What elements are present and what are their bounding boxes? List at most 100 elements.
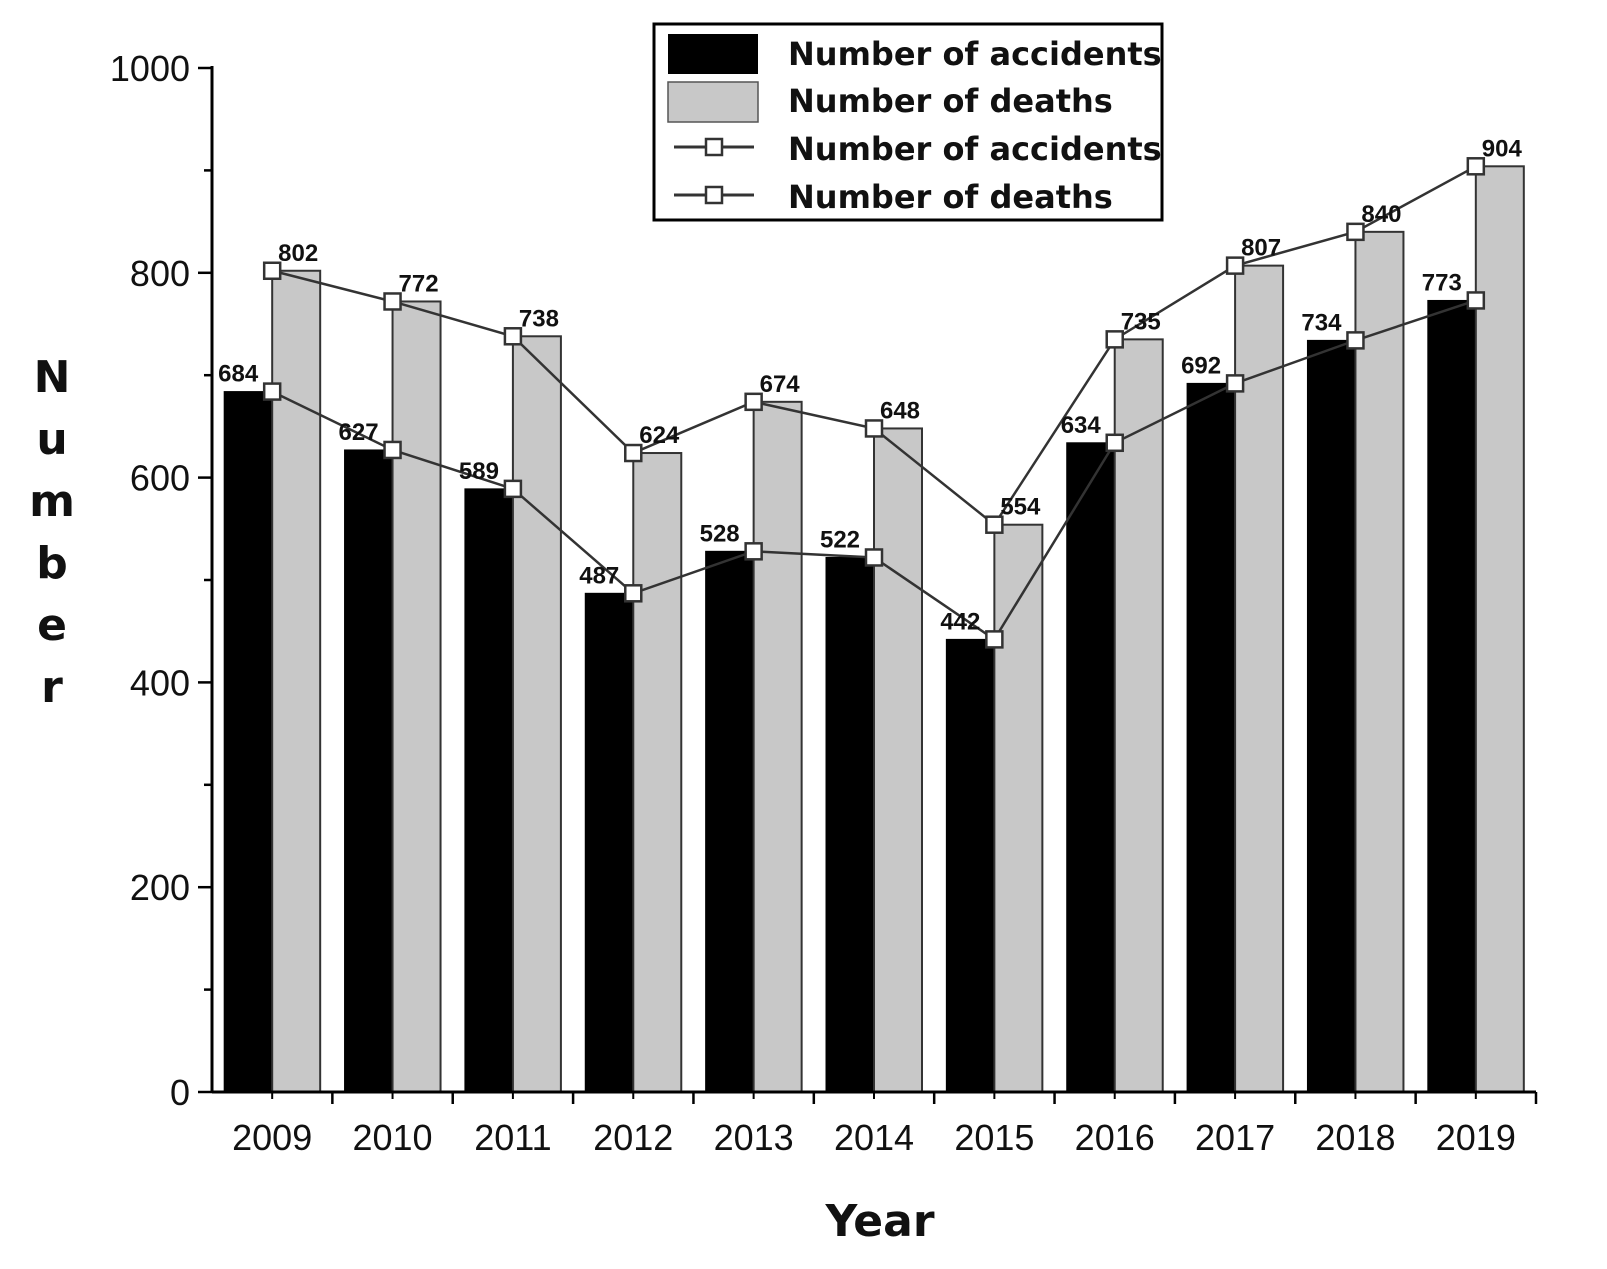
y-tick-label-400: 400 — [130, 662, 190, 703]
bar-deaths-2013 — [752, 400, 803, 1094]
data-label-deaths-2018: 840 — [1361, 201, 1401, 228]
marker-accidents-2018 — [1346, 331, 1365, 350]
marker-accidents-2011 — [503, 479, 523, 499]
data-label-deaths-2011: 738 — [519, 305, 559, 332]
data-label-deaths-2015: 554 — [1000, 494, 1041, 521]
marker-deaths-2017 — [1225, 256, 1245, 275]
bar-accidents-2015 — [945, 638, 995, 1093]
marker-accidents-2015 — [985, 630, 1004, 649]
legend: Number of accidents Number of deaths Num… — [652, 22, 1164, 222]
x-tick-label-2012: 2012 — [593, 1117, 673, 1158]
bar-accidents-2016 — [1066, 442, 1116, 1093]
data-label-accidents-2015: 442 — [940, 608, 980, 635]
data-label-accidents-2019: 773 — [1422, 269, 1462, 296]
y-tick-label-200: 200 — [130, 867, 190, 908]
bar-deaths-2015 — [993, 523, 1044, 1093]
y-axis-title-letter: N — [34, 352, 71, 403]
bar-accidents-2019 — [1427, 299, 1477, 1093]
data-label-accidents-2012: 487 — [579, 562, 619, 589]
marker-accidents-2010 — [383, 440, 402, 460]
x-tick-label-2018: 2018 — [1315, 1117, 1395, 1158]
x-tick-label-2009: 2009 — [232, 1117, 312, 1158]
marker-deaths-2016 — [1105, 330, 1124, 349]
data-label-deaths-2013: 674 — [760, 371, 801, 398]
bar-accidents-2014 — [825, 556, 875, 1093]
bar-accidents-2011 — [464, 488, 514, 1093]
y-axis-title-letter: e — [37, 600, 67, 651]
marker-deaths-2011 — [503, 327, 523, 346]
legend-line-marker — [704, 137, 724, 157]
data-label-accidents-2018: 734 — [1301, 309, 1342, 336]
marker-deaths-2014 — [864, 419, 884, 438]
y-tick-label-0: 0 — [170, 1072, 190, 1113]
marker-accidents-2017 — [1225, 374, 1245, 393]
legend-label-deaths-bar: Number of deaths — [788, 82, 1113, 120]
x-tick-label-2014: 2014 — [834, 1117, 914, 1158]
legend-swatch-deaths-bar — [667, 81, 759, 123]
data-label-accidents-2017: 692 — [1181, 352, 1221, 379]
x-tick-label-2017: 2017 — [1195, 1117, 1275, 1158]
marker-deaths-2015 — [985, 515, 1004, 534]
data-labels-group: 684 802 627 772 589 738 487 624 528 674 522 648 442 5… — [218, 135, 1522, 635]
marker-deaths-2012 — [624, 443, 643, 463]
bar-deaths-2009 — [271, 269, 322, 1093]
bar-deaths-2016 — [1113, 338, 1164, 1093]
y-tick-label-600: 600 — [130, 458, 190, 499]
y-axis-title-letter: b — [36, 538, 68, 589]
marker-accidents-2012 — [624, 584, 643, 603]
legend-line-marker — [704, 185, 724, 205]
y-tick-label-800: 800 — [130, 253, 190, 294]
data-label-deaths-2017: 807 — [1241, 235, 1281, 262]
y-axis-title-letter: u — [36, 414, 67, 465]
legend-swatch-accidents-line — [674, 137, 754, 157]
legend-label-deaths-line: Number of deaths — [788, 178, 1113, 216]
marker-accidents-2014 — [864, 548, 884, 567]
x-tick-label-2015: 2015 — [954, 1117, 1034, 1158]
data-label-accidents-2011: 589 — [459, 458, 499, 485]
bar-accidents-2010 — [344, 449, 394, 1093]
bar-accidents-2012 — [584, 592, 634, 1093]
data-label-accidents-2010: 627 — [339, 419, 379, 446]
marker-deaths-2010 — [383, 292, 402, 311]
bar-accidents-2017 — [1186, 382, 1236, 1093]
x-tick-label-2019: 2019 — [1436, 1117, 1516, 1158]
bar-accidents-2013 — [705, 550, 755, 1093]
bars-group — [223, 165, 1525, 1094]
bar-accidents-2018 — [1306, 339, 1356, 1093]
data-label-deaths-2009: 802 — [278, 240, 318, 267]
y-tick-label-1000: 1000 — [110, 48, 190, 89]
y-axis-title-letter: r — [41, 662, 63, 713]
bar-deaths-2019 — [1474, 165, 1525, 1093]
data-label-deaths-2010: 772 — [399, 270, 439, 297]
marker-accidents-2019 — [1466, 291, 1486, 310]
axes-group: 0 200 400 600 800 1000 2009 2010 2011 2012 2013 201… — [110, 48, 1538, 1158]
y-axis-title-letter: m — [29, 476, 75, 527]
data-label-deaths-2014: 648 — [880, 397, 920, 424]
legend-label-accidents-bar: Number of accidents — [788, 35, 1162, 73]
x-tick-label-2016: 2016 — [1075, 1117, 1155, 1158]
bar-deaths-2010 — [391, 300, 442, 1093]
x-tick-label-2011: 2011 — [474, 1117, 551, 1158]
marker-deaths-2009 — [262, 261, 282, 281]
data-label-deaths-2016: 735 — [1121, 308, 1161, 335]
x-tick-label-2013: 2013 — [714, 1117, 794, 1158]
bar-deaths-2014 — [873, 427, 923, 1093]
x-tick-label-2010: 2010 — [352, 1117, 432, 1158]
data-label-accidents-2014: 522 — [820, 526, 860, 553]
data-label-accidents-2009: 684 — [218, 361, 259, 388]
data-label-accidents-2016: 634 — [1061, 412, 1102, 439]
data-label-accidents-2013: 528 — [700, 520, 740, 547]
x-axis-title: Year — [824, 1196, 934, 1247]
marker-deaths-2018 — [1346, 222, 1365, 242]
data-label-deaths-2012: 624 — [639, 422, 680, 449]
bar-deaths-2017 — [1234, 264, 1285, 1093]
bar-deaths-2011 — [511, 335, 562, 1093]
data-label-deaths-2019: 904 — [1482, 135, 1523, 162]
legend-label-accidents-line: Number of accidents — [788, 130, 1162, 168]
marker-deaths-2013 — [744, 392, 763, 412]
marker-accidents-2013 — [744, 542, 763, 561]
marker-accidents-2009 — [262, 382, 282, 401]
